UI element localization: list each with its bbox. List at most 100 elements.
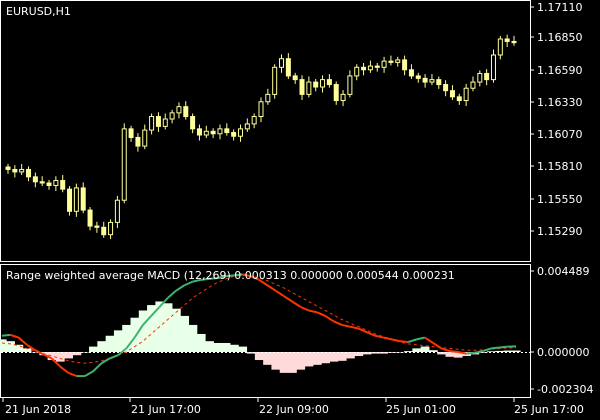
candle-body bbox=[456, 96, 462, 102]
price-axis: 1.17110 1.16850 1.16590 1.16330 1.16070 … bbox=[530, 1, 583, 238]
fast-line-segment bbox=[491, 346, 500, 350]
histogram-bar bbox=[337, 352, 347, 361]
price-tick-label: 1.15290 bbox=[537, 225, 583, 238]
fast-line-segment bbox=[308, 309, 318, 314]
candle-body bbox=[53, 180, 59, 186]
fast-line-segment bbox=[34, 349, 44, 356]
candle-body bbox=[162, 118, 168, 127]
candle-body bbox=[46, 182, 52, 186]
candle-body bbox=[217, 128, 223, 135]
fast-line-segment bbox=[391, 338, 401, 343]
histogram-bar bbox=[445, 352, 455, 357]
fast-line-segment bbox=[100, 357, 111, 365]
price-tick-label: 1.17110 bbox=[537, 1, 583, 14]
histogram-bar bbox=[312, 352, 322, 365]
fast-line bbox=[1, 273, 517, 378]
histogram-bar bbox=[503, 350, 513, 352]
fast-line-segment bbox=[51, 357, 61, 368]
histogram-bar bbox=[14, 344, 24, 352]
histogram-bar bbox=[404, 351, 413, 352]
candle-body bbox=[183, 106, 189, 118]
candle-body bbox=[39, 181, 45, 184]
histogram-bar bbox=[188, 324, 198, 352]
histogram-bar bbox=[163, 303, 173, 352]
fast-line-segment bbox=[150, 306, 161, 317]
histogram-bar bbox=[453, 352, 463, 358]
fast-line-segment bbox=[432, 342, 442, 350]
candle-body bbox=[80, 187, 86, 211]
candle-body bbox=[463, 87, 469, 102]
histogram-bar bbox=[478, 352, 488, 353]
candle-body bbox=[449, 90, 455, 98]
candle-body bbox=[443, 84, 449, 92]
fast-line-segment bbox=[424, 336, 434, 344]
candle-body bbox=[142, 129, 148, 147]
fast-line-segment bbox=[283, 295, 293, 303]
candle-body bbox=[94, 225, 100, 228]
candle-body bbox=[87, 209, 93, 227]
fast-line-segment bbox=[142, 315, 152, 326]
window-title: EURUSD,H1 bbox=[6, 5, 71, 18]
candle-body bbox=[279, 58, 285, 68]
candle-body bbox=[224, 128, 230, 134]
histogram-bar bbox=[113, 330, 123, 352]
histogram-bar bbox=[6, 341, 15, 352]
time-tick-label: 22 Jun 09:00 bbox=[259, 403, 329, 416]
candle-body bbox=[367, 65, 373, 71]
histogram-bar bbox=[130, 317, 140, 352]
signal-line bbox=[1, 274, 517, 364]
candle-body bbox=[60, 180, 66, 190]
fast-line-segment bbox=[109, 354, 119, 360]
candle-body bbox=[155, 116, 161, 127]
fast-line-segment bbox=[441, 347, 450, 353]
fast-line-segment bbox=[374, 334, 384, 339]
time-tick-label: 21 Jun 17:00 bbox=[131, 403, 201, 416]
fast-line-segment bbox=[266, 284, 277, 292]
candle-body bbox=[320, 79, 326, 88]
candle-body bbox=[395, 59, 401, 63]
fast-line-segment bbox=[234, 273, 243, 277]
price-tick-label: 1.15810 bbox=[537, 160, 583, 173]
histogram-bar bbox=[89, 346, 98, 352]
histogram-bar bbox=[0, 339, 7, 352]
fast-line-segment bbox=[258, 278, 268, 287]
histogram-bar bbox=[346, 352, 355, 359]
histogram-bar bbox=[196, 333, 206, 352]
fast-line-segment bbox=[457, 351, 467, 355]
price-tick-label: 1.16330 bbox=[537, 96, 583, 109]
histogram-bar bbox=[304, 352, 314, 367]
candle-body bbox=[231, 132, 237, 137]
fast-line-segment bbox=[125, 336, 136, 349]
histogram-bar bbox=[22, 348, 32, 352]
candle-body bbox=[388, 60, 394, 63]
histogram-bar bbox=[387, 352, 397, 353]
candle-body bbox=[128, 128, 134, 138]
fast-line-segment bbox=[291, 300, 301, 308]
candle-body bbox=[121, 128, 127, 201]
candle-body bbox=[347, 75, 353, 95]
price-panel-frame bbox=[0, 0, 531, 262]
fast-line-segment bbox=[250, 275, 260, 281]
histogram-bar bbox=[395, 352, 405, 353]
time-tick-label: 25 Jun 17:00 bbox=[514, 403, 584, 416]
histogram-bar bbox=[171, 308, 181, 352]
time-tick-label: 25 Jun 01:00 bbox=[386, 403, 456, 416]
histogram-bar bbox=[263, 352, 272, 365]
candle-body bbox=[196, 128, 202, 136]
histogram-bar bbox=[64, 352, 73, 359]
histogram-bar bbox=[55, 352, 65, 362]
histogram-bar bbox=[238, 346, 248, 352]
candle-body bbox=[251, 116, 257, 125]
fast-line-segment bbox=[84, 370, 94, 377]
histogram-bar bbox=[412, 348, 422, 352]
candle-body bbox=[101, 226, 107, 236]
histogram-bar bbox=[180, 315, 190, 352]
histogram-bar bbox=[329, 352, 339, 362]
indicator-tick-label: 0.000000 bbox=[537, 346, 590, 359]
histogram-bar bbox=[437, 352, 447, 355]
candle-body bbox=[176, 106, 182, 114]
fast-line-segment bbox=[17, 336, 28, 346]
histogram-bar bbox=[229, 344, 239, 352]
fast-line-segment bbox=[474, 350, 484, 354]
candle-body bbox=[149, 116, 155, 131]
